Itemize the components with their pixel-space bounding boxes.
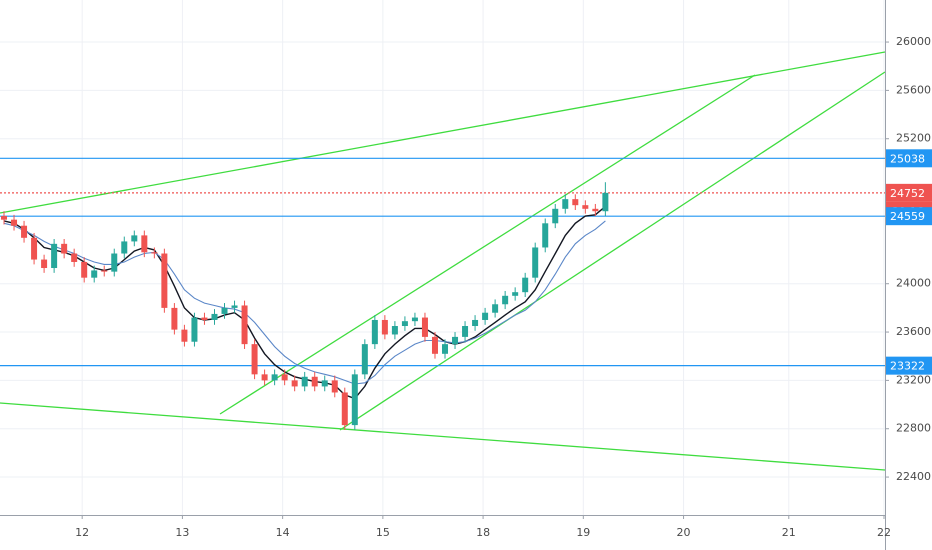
candle-body [131, 235, 138, 242]
candle-body [482, 312, 489, 320]
y-tick-label: 25600 [896, 83, 931, 96]
plot [0, 157, 885, 430]
x-tick-label: 22 [877, 526, 891, 539]
candle-body [201, 317, 208, 320]
candle-body [592, 208, 599, 212]
candle-body [582, 205, 589, 209]
trend-line [219, 74, 756, 415]
candle-body [221, 307, 228, 314]
x-tick-label: 21 [782, 526, 796, 539]
x-tick-label: 19 [576, 526, 590, 539]
candle-body [141, 235, 148, 253]
candle-body [181, 329, 188, 342]
price-tag [886, 183, 932, 202]
candle-body [411, 317, 418, 322]
y-tick-label: 22800 [896, 422, 931, 435]
candle-body [512, 292, 519, 296]
candle-body [21, 225, 28, 238]
candle-body [401, 321, 408, 327]
y-tick-label: 24000 [896, 277, 931, 290]
price-tag-label: 24752 [890, 187, 925, 200]
candle-body [452, 336, 459, 345]
candle-body [31, 237, 38, 260]
candle-body [552, 208, 559, 224]
candle-body [502, 295, 509, 305]
candle-body [602, 192, 609, 212]
candle-body [121, 241, 128, 254]
grid [0, 0, 885, 515]
candle-body [311, 376, 318, 387]
axes: 22400 22800 23200 23600 24000 25200 25600 26000… [75, 35, 932, 539]
price-tag-label: 23322 [890, 360, 925, 373]
candle-body [261, 374, 268, 381]
candle-body [11, 219, 18, 226]
price-tag [886, 207, 932, 226]
x-tick-label: 15 [376, 526, 390, 539]
candle-body [522, 277, 529, 293]
trend-line [339, 71, 886, 431]
y-tick-label: 22400 [896, 470, 931, 483]
candle-body [532, 247, 539, 278]
candle-body [562, 199, 569, 209]
price-tag [886, 356, 932, 375]
candle-body [442, 344, 449, 354]
candle-body [241, 305, 248, 345]
candle-body [492, 304, 499, 313]
trend-line [0, 51, 886, 214]
y-tick-label: 25200 [896, 132, 931, 145]
x-tick-label: 20 [677, 526, 691, 539]
candle-body [361, 344, 368, 375]
candle-body [291, 380, 298, 387]
x-tick-label: 12 [75, 526, 89, 539]
candle-body [61, 243, 68, 254]
candle-body [171, 307, 178, 330]
candle-body [271, 374, 278, 381]
x-tick-label: 18 [476, 526, 490, 539]
candle-body [211, 313, 218, 320]
candle-body [81, 261, 88, 278]
candle-body [321, 380, 328, 387]
candle-body [341, 392, 348, 426]
candle-body [1, 216, 8, 220]
candle-body [71, 253, 78, 262]
candle-body [41, 259, 48, 269]
candle-body [281, 374, 288, 381]
price-tag [886, 149, 932, 168]
candle-body [251, 344, 258, 375]
candle-body [331, 380, 338, 393]
candle-body [391, 326, 398, 335]
y-tick-label: 23600 [896, 325, 931, 338]
candle-body [542, 223, 549, 248]
candle-body [111, 253, 118, 272]
x-tick-label: 14 [276, 526, 290, 539]
candle-body [231, 305, 238, 308]
candle-body [191, 317, 198, 342]
trend-line [0, 402, 886, 471]
price-tag-label: 25038 [890, 152, 925, 165]
candle-body [91, 270, 98, 278]
candle-body [371, 319, 378, 345]
candle-body [472, 319, 479, 327]
trend-lines [0, 51, 886, 471]
candle-body [421, 317, 428, 337]
price-tag-label: 24559 [890, 210, 925, 223]
y-tick-label: 23200 [896, 373, 931, 386]
candle-body [431, 336, 438, 354]
moving-average [3, 220, 606, 385]
candle-body [161, 253, 168, 308]
candle-body [301, 376, 308, 387]
x-tick-label: 13 [175, 526, 189, 539]
candle-body [101, 270, 108, 272]
y-tick-label: 26000 [896, 35, 931, 48]
candle-body [381, 319, 388, 335]
candle-body [572, 199, 579, 206]
candle-body [51, 243, 58, 269]
candle-body [462, 326, 469, 337]
candle-body [351, 374, 358, 426]
candle-body [151, 252, 158, 254]
